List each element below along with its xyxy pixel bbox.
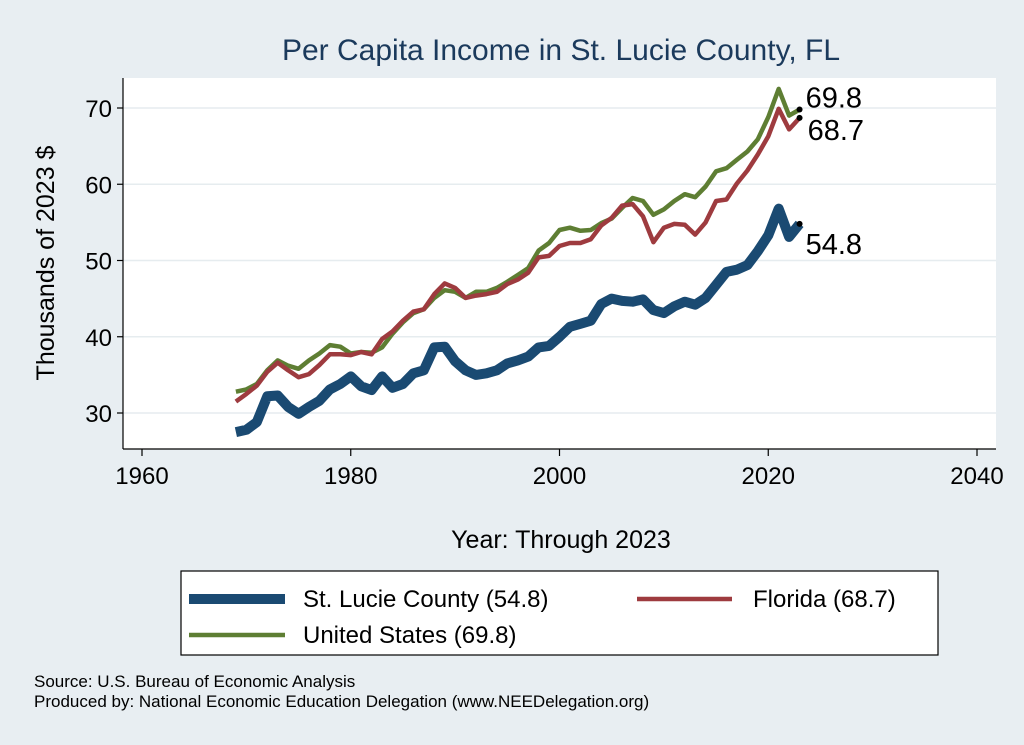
source-note: Source: U.S. Bureau of Economic Analysis	[34, 672, 356, 691]
y-tick-label: 50	[85, 249, 112, 276]
end-point-marker	[796, 114, 803, 121]
x-tick-label: 1960	[115, 463, 168, 490]
florida-end-label: 68.7	[808, 115, 864, 147]
x-tick-label: 1980	[324, 463, 377, 490]
x-tick-label: 2000	[533, 463, 586, 490]
y-axis-label: Thousands of 2023 $	[32, 145, 60, 380]
series-lines	[234, 86, 804, 437]
legend-box	[180, 570, 939, 656]
florida-line	[234, 106, 802, 404]
plot-area	[123, 78, 996, 449]
legend-st-lucie-label: St. Lucie County (54.8)	[303, 586, 548, 613]
legend: St. Lucie County (54.8) Florida (68.7) Uni…	[189, 586, 896, 649]
end-point-marker	[796, 106, 803, 113]
end-point-marker	[796, 220, 803, 227]
axes: 30 40 50 60 70 1960 1980 2000 2020 2040	[85, 78, 1004, 490]
united-states-line	[235, 86, 801, 394]
y-tick-label: 60	[85, 172, 112, 199]
x-tick-label: 2040	[950, 463, 1003, 490]
producer-note: Produced by: National Economic Education…	[34, 692, 650, 711]
y-tick-label: 30	[85, 401, 112, 428]
grid-lines	[123, 107, 996, 414]
united-states-end-label: 69.8	[806, 83, 862, 115]
end-labels: 54.8 68.769.8	[796, 83, 864, 261]
chart-title: Per Capita Income in St. Lucie County, F…	[282, 34, 840, 67]
st-lucie-end-label: 54.8	[806, 229, 862, 261]
x-tick-label: 2020	[742, 463, 795, 490]
y-tick-label: 70	[85, 96, 112, 123]
st-lucie-county-line	[234, 203, 804, 437]
x-axis-label: Year: Through 2023	[451, 526, 671, 554]
legend-united-states-label: United States (69.8)	[303, 622, 516, 649]
legend-florida-label: Florida (68.7)	[753, 586, 896, 613]
y-tick-label: 40	[85, 325, 112, 352]
